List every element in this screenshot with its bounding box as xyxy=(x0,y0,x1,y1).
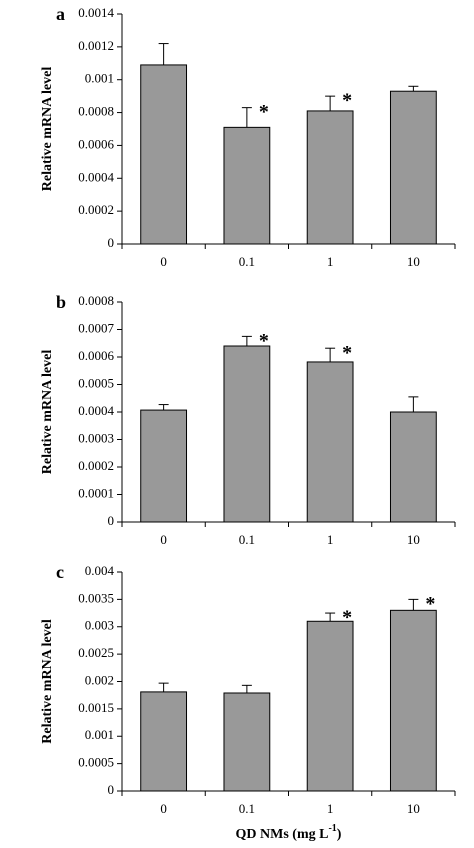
x-tick-label: 1 xyxy=(327,254,334,269)
y-tick-label: 0.0002 xyxy=(78,458,114,473)
panel: a Relative mRNA level 0 0.0002 0.0004 0.0006 0… xyxy=(40,4,456,269)
y-axis-label: Relative mRNA level xyxy=(40,619,55,744)
y-tick-label: 0.0015 xyxy=(78,700,114,715)
y-tick-label: 0.002 xyxy=(85,672,114,687)
x-axis-label-superscript: -1 xyxy=(328,823,336,834)
y-axis-label: Relative mRNA level xyxy=(40,350,55,475)
bar xyxy=(306,110,354,245)
bar xyxy=(389,90,437,245)
y-tick-label: 0.0007 xyxy=(78,320,114,335)
y-tick-label: 0.0006 xyxy=(78,136,114,151)
x-tick-label: 1 xyxy=(327,532,334,547)
y-tick-label: 0.001 xyxy=(85,71,114,86)
bar xyxy=(223,692,271,792)
y-tick-label: 0.001 xyxy=(85,727,114,742)
panel: c Relative mRNA level 0 0.0005 0.001 0.0015 0.… xyxy=(40,562,456,842)
x-axis-label-end: ) xyxy=(337,827,342,842)
y-tick-label: 0.0003 xyxy=(78,430,114,445)
y-tick-label: 0 xyxy=(108,235,115,250)
significance-marker: * xyxy=(342,342,352,364)
x-tick-label: 0.1 xyxy=(239,254,255,269)
y-tick-label: 0.0006 xyxy=(78,348,114,363)
x-tick-label: 0.1 xyxy=(239,801,255,816)
y-tick-label: 0.0008 xyxy=(78,104,114,119)
x-tick-label: 10 xyxy=(407,254,420,269)
y-tick-label: 0.0025 xyxy=(78,645,114,660)
y-tick-label: 0.0012 xyxy=(78,38,114,53)
x-tick-label: 0 xyxy=(160,532,167,547)
bar xyxy=(389,609,437,792)
bar xyxy=(223,345,271,523)
y-tick-label: 0.0035 xyxy=(78,590,114,605)
y-axis-label: Relative mRNA level xyxy=(40,67,55,192)
panel-label: b xyxy=(56,292,66,312)
x-tick-label: 1 xyxy=(327,801,334,816)
bar xyxy=(140,409,188,523)
y-tick-label: 0.003 xyxy=(85,618,114,633)
significance-marker: * xyxy=(259,330,269,352)
y-tick-label: 0 xyxy=(108,782,115,797)
y-tick-label: 0.0005 xyxy=(78,375,114,390)
y-tick-label: 0.0004 xyxy=(78,403,114,418)
x-tick-label: 0.1 xyxy=(239,532,255,547)
x-tick-label: 10 xyxy=(407,801,420,816)
x-tick-label: 10 xyxy=(407,532,420,547)
significance-marker: * xyxy=(342,90,352,112)
bar xyxy=(140,64,188,245)
bar xyxy=(306,361,354,523)
x-tick-label: 0 xyxy=(160,254,167,269)
bar xyxy=(389,411,437,523)
y-tick-label: 0.0004 xyxy=(78,169,114,184)
y-tick-label: 0.0001 xyxy=(78,485,114,500)
bar xyxy=(306,620,354,792)
x-tick-label: 0 xyxy=(160,801,167,816)
significance-marker: * xyxy=(342,607,352,629)
x-axis-label: QD NMs (mg L-1) xyxy=(236,823,342,842)
significance-marker: * xyxy=(425,593,435,615)
panel: b Relative mRNA level 0 0.0001 0.0002 0.0003 0… xyxy=(40,292,456,547)
panel-label: a xyxy=(56,4,65,24)
y-tick-label: 0.0002 xyxy=(78,202,114,217)
significance-marker: * xyxy=(259,101,269,123)
bar xyxy=(223,126,271,245)
panel-label: c xyxy=(56,562,64,582)
y-tick-label: 0.0014 xyxy=(78,5,114,20)
x-axis-label-text: QD NMs (mg L xyxy=(236,827,329,842)
bar xyxy=(140,691,188,792)
y-tick-label: 0.0008 xyxy=(78,293,114,308)
y-tick-label: 0 xyxy=(108,513,115,528)
y-tick-label: 0.0005 xyxy=(78,755,114,770)
y-tick-label: 0.004 xyxy=(85,563,115,578)
